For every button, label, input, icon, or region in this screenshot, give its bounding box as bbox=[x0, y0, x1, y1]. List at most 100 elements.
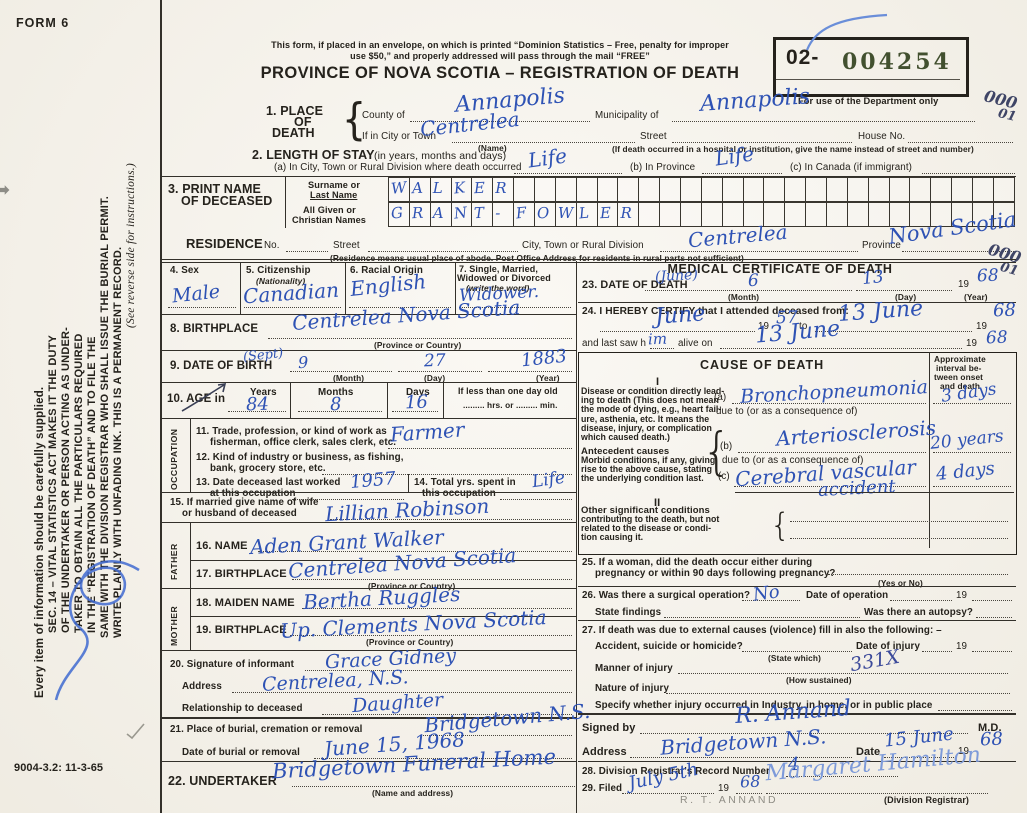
dotted-line bbox=[290, 371, 392, 372]
form-left-border bbox=[160, 0, 162, 813]
dotted-line bbox=[244, 307, 341, 308]
state-which-sublabel: (State which) bbox=[768, 653, 821, 663]
row-border bbox=[578, 586, 1016, 588]
dotted-line bbox=[322, 714, 572, 715]
dotted-line bbox=[976, 617, 1012, 618]
letter-box bbox=[952, 203, 974, 226]
letter-box bbox=[744, 203, 765, 226]
yes-or-no-sublabel: (Yes or No) bbox=[878, 578, 923, 588]
dotted-line bbox=[228, 411, 286, 412]
attended-from-handwritten: June bbox=[654, 301, 706, 330]
dotted-line bbox=[388, 448, 572, 449]
dotted-line bbox=[908, 142, 1013, 143]
last-worked-handwritten: 1957 bbox=[349, 468, 397, 493]
q15-label1: 15. If married give name of wife bbox=[170, 497, 319, 508]
letter-box bbox=[556, 178, 577, 201]
dob-month-handwritten: (Sept) bbox=[242, 345, 284, 366]
pencil-check-mark bbox=[126, 723, 145, 740]
hrs-min-label: ......... hrs. or ......... min. bbox=[463, 400, 558, 410]
letter-box: W bbox=[389, 178, 410, 201]
province-country-sublabel: (Province or Country) bbox=[366, 637, 454, 647]
dotted-line bbox=[738, 452, 926, 453]
mail-notice-line1: This form, if placed in an envelope, on … bbox=[271, 40, 729, 50]
dotted-line bbox=[922, 173, 1015, 174]
dob-label: 9. DATE OF BIRTH bbox=[170, 360, 273, 372]
year-prefix: 19 bbox=[718, 783, 730, 794]
letter-box bbox=[535, 178, 556, 201]
specify-injury-label: Specify whether injury occurred in Indus… bbox=[595, 700, 933, 711]
dotted-line bbox=[368, 251, 518, 252]
letter-box: A bbox=[431, 203, 452, 226]
year-prefix: 19 bbox=[958, 279, 970, 290]
q25-label2: pregnancy or within 90 days following pr… bbox=[595, 568, 836, 579]
given-label2: Christian Names bbox=[292, 215, 367, 225]
dotted-line bbox=[514, 173, 622, 174]
filed-year-handwritten: 68 bbox=[739, 771, 761, 792]
letter-box bbox=[639, 178, 661, 201]
letter-box bbox=[931, 203, 953, 226]
dotted-line bbox=[302, 608, 572, 609]
dotted-line bbox=[678, 673, 1008, 674]
cause-b-prefix: (b) bbox=[720, 441, 733, 452]
stay-b-value-handwritten: Life bbox=[713, 141, 756, 171]
dotted-line bbox=[459, 307, 571, 308]
dotted-line bbox=[666, 693, 1010, 694]
province-country-sublabel: (Province or Country) bbox=[374, 340, 462, 350]
cell-border bbox=[443, 382, 445, 418]
dotted-line bbox=[828, 574, 1008, 575]
signed-date-label: Date bbox=[856, 746, 881, 758]
letter-box bbox=[723, 203, 744, 226]
department-number-box: 02- 004254 bbox=[773, 37, 969, 97]
other-conditions-text: contributing to the death, but not relate… bbox=[581, 514, 720, 543]
father-side-label: FATHER bbox=[169, 543, 179, 580]
residence-no-label: No. bbox=[264, 240, 280, 251]
dotted-line bbox=[736, 793, 762, 794]
cause-c2-handwritten: accident bbox=[817, 475, 897, 502]
occupation-side-label: OCCUPATION bbox=[169, 428, 179, 491]
section-border bbox=[161, 176, 1016, 178]
state-findings-label: State findings bbox=[595, 607, 662, 618]
physician-address-handwritten: Bridgetown N.S. bbox=[659, 724, 828, 760]
letter-box bbox=[952, 178, 974, 201]
how-sustained-sublabel: (How sustained) bbox=[786, 675, 852, 685]
trade-value-handwritten: Farmer bbox=[389, 417, 466, 447]
cause-lead-text: Disease or condition directly lead-ing t… bbox=[581, 386, 725, 443]
maiden-name-label: 18. MAIDEN NAME bbox=[196, 597, 295, 609]
row-border bbox=[161, 588, 577, 590]
racial-origin-label: 6. Racial Origin bbox=[350, 265, 423, 276]
stay-title: 2. LENGTH OF STAY bbox=[252, 148, 375, 162]
dotted-line bbox=[702, 173, 782, 174]
death-month-name-handwritten: (June) bbox=[654, 266, 699, 286]
cause-title: CAUSE OF DEATH bbox=[700, 358, 825, 372]
section-border bbox=[285, 176, 287, 228]
informant-label: 20. Signature of informant bbox=[170, 659, 294, 670]
letter-box: R bbox=[410, 203, 431, 226]
antecedent-title: Antecedent causes bbox=[581, 446, 670, 457]
letter-box: W bbox=[556, 203, 577, 226]
dotted-line bbox=[856, 290, 952, 291]
q12-label2: bank, grocery store, etc. bbox=[210, 463, 326, 474]
dotted-line bbox=[292, 786, 575, 787]
q13-label1: 13. Date deceased last worked bbox=[196, 477, 341, 488]
row-border bbox=[161, 761, 577, 763]
letter-box: K bbox=[452, 178, 473, 201]
signed-by-label: Signed by bbox=[582, 722, 636, 734]
letter-box bbox=[598, 178, 619, 201]
dotted-line bbox=[742, 600, 800, 601]
dotted-line bbox=[258, 551, 572, 552]
stay-a-value-handwritten: Life bbox=[526, 143, 569, 173]
dotted-line bbox=[933, 452, 1011, 453]
letter-box bbox=[764, 178, 786, 201]
row-border bbox=[161, 382, 577, 384]
attended-to-handwritten: 13 June bbox=[837, 296, 924, 327]
dotted-line bbox=[660, 251, 858, 252]
year-prefix: 19 bbox=[956, 641, 968, 652]
pen-flourish-mark bbox=[54, 560, 140, 701]
dotted-line bbox=[938, 710, 1012, 711]
q26-label: 26. Was there a surgical operation? bbox=[582, 590, 751, 601]
father-birthplace-label: 17. BIRTHPLACE bbox=[196, 568, 287, 580]
certify-label: 24. I HEREBY CERTIFY that I attended dec… bbox=[582, 306, 849, 317]
